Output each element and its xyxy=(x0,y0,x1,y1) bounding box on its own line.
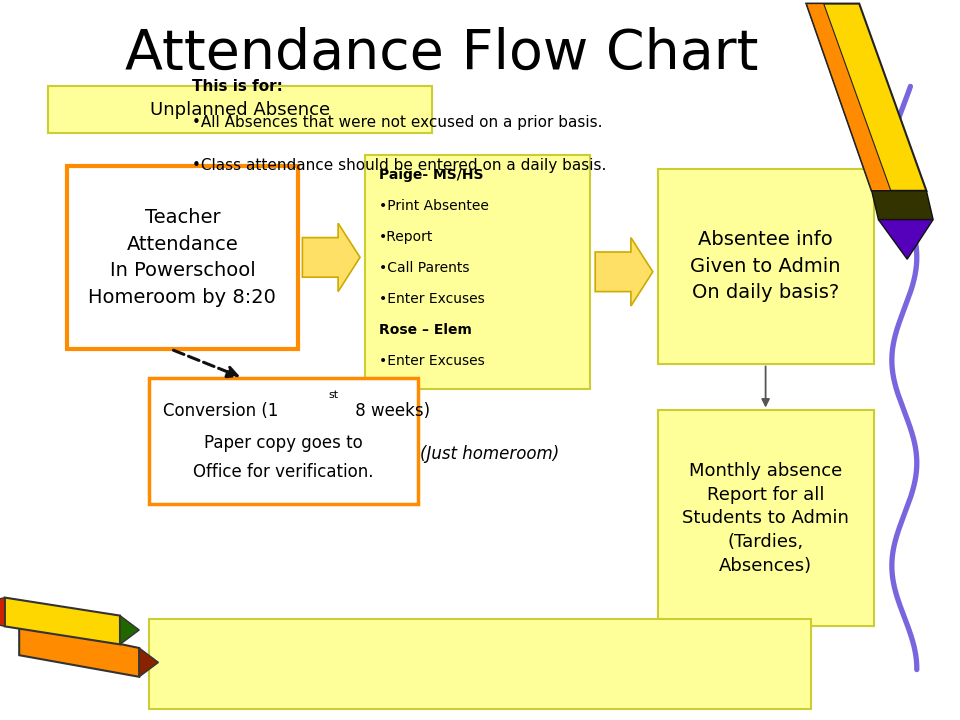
Polygon shape xyxy=(19,623,139,677)
Text: Attendance Flow Chart: Attendance Flow Chart xyxy=(125,27,758,81)
Polygon shape xyxy=(302,223,360,292)
Polygon shape xyxy=(595,238,653,306)
Text: Paige- MS/HS: Paige- MS/HS xyxy=(379,168,484,181)
Text: Office for verification.: Office for verification. xyxy=(193,463,373,481)
Text: Unplanned Absence: Unplanned Absence xyxy=(150,101,330,119)
Polygon shape xyxy=(120,616,139,644)
Text: Rose – Elem: Rose – Elem xyxy=(379,323,472,336)
Bar xyxy=(149,619,811,709)
Bar xyxy=(149,378,418,504)
Polygon shape xyxy=(878,220,933,259)
Text: •All Absences that were not excused on a prior basis.: •All Absences that were not excused on a… xyxy=(192,115,603,130)
Text: 8 weeks): 8 weeks) xyxy=(350,402,430,420)
Text: Absentee info
Given to Admin
On daily basis?: Absentee info Given to Admin On daily ba… xyxy=(690,230,841,302)
Text: This is for:: This is for: xyxy=(192,79,283,94)
Polygon shape xyxy=(806,4,926,191)
Text: •Call Parents: •Call Parents xyxy=(379,261,469,274)
Bar xyxy=(48,86,432,133)
Text: Paper copy goes to: Paper copy goes to xyxy=(204,434,363,452)
Polygon shape xyxy=(0,598,5,626)
Polygon shape xyxy=(872,191,933,220)
Text: Teacher
Attendance
In Powerschool
Homeroom by 8:20: Teacher Attendance In Powerschool Homero… xyxy=(88,208,276,307)
Text: st: st xyxy=(328,390,339,400)
Bar xyxy=(67,166,298,349)
Bar xyxy=(658,410,874,626)
Text: •Print Absentee: •Print Absentee xyxy=(379,199,489,212)
Polygon shape xyxy=(5,598,120,644)
Text: (Just homeroom): (Just homeroom) xyxy=(420,444,560,463)
Text: •Enter Excuses: •Enter Excuses xyxy=(379,292,485,305)
Bar xyxy=(365,155,590,389)
Polygon shape xyxy=(806,4,891,191)
Text: Monthly absence
Report for all
Students to Admin
(Tardies,
Absences): Monthly absence Report for all Students … xyxy=(683,462,849,575)
Text: •Report: •Report xyxy=(379,230,434,243)
Polygon shape xyxy=(139,648,158,677)
Bar xyxy=(658,169,874,364)
Text: •Enter Excuses: •Enter Excuses xyxy=(379,354,485,367)
Text: •Class attendance should be entered on a daily basis.: •Class attendance should be entered on a… xyxy=(192,158,607,174)
Text: Conversion (1: Conversion (1 xyxy=(163,402,278,420)
